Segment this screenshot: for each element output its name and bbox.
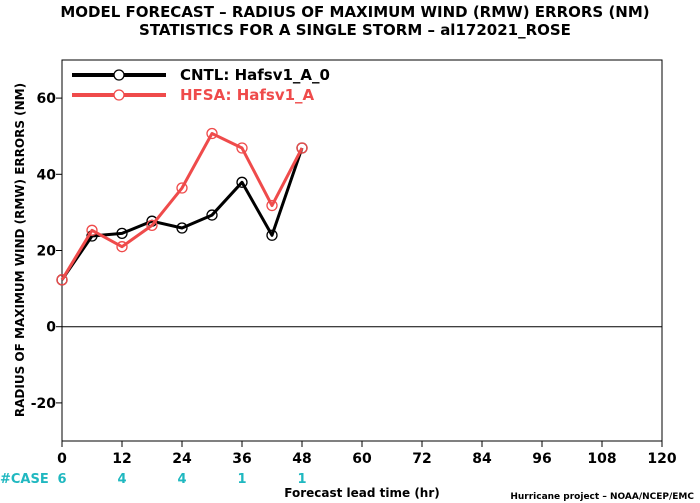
x-tick-label: 108 <box>587 451 616 467</box>
x-axis-label: Forecast lead time (hr) <box>284 486 440 500</box>
y-axis: -20 0 20 40 60 <box>31 91 62 412</box>
legend-label-hfsa: HFSA: Hafsv1_A <box>180 86 315 104</box>
x-tick-label: 72 <box>412 451 431 467</box>
x-tick-label: 12 <box>112 451 131 467</box>
x-tick-label: 120 <box>647 451 676 467</box>
legend-label-cntl: CNTL: Hafsv1_A_0 <box>180 66 330 84</box>
data-point-hfsa <box>146 219 158 232</box>
data-point-hfsa <box>266 199 278 212</box>
legend-marker-hfsa <box>113 89 125 101</box>
data-point-cntl <box>176 222 188 234</box>
legend-marker-cntl <box>113 69 125 81</box>
y-tick-label: 40 <box>37 167 57 183</box>
case-count: 4 <box>177 472 186 487</box>
data-point-cntl <box>236 176 248 188</box>
case-count: 1 <box>237 472 246 487</box>
data-point-cntl <box>206 209 218 221</box>
y-tick-label: -20 <box>31 396 57 412</box>
x-tick-label: 0 <box>57 451 67 467</box>
case-counts: 6 4 4 1 1 <box>57 472 306 487</box>
y-tick-label: 0 <box>46 320 56 336</box>
data-point-hfsa <box>86 224 98 236</box>
y-tick-label: 60 <box>37 91 57 107</box>
case-count: 6 <box>57 472 66 487</box>
credit-text: Hurricane project – NOAA/NCEP/EMC <box>510 492 694 502</box>
series-line-hfsa <box>60 132 304 281</box>
y-tick-label: 20 <box>37 244 57 260</box>
case-label: #CASE <box>0 472 49 487</box>
series-layer <box>56 127 308 286</box>
x-tick-label: 36 <box>232 451 251 467</box>
case-count: 4 <box>117 472 126 487</box>
chart-title: MODEL FORECAST – RADIUS OF MAXIMUM WIND … <box>60 3 649 21</box>
data-point-cntl <box>266 229 278 241</box>
plot-frame <box>61 59 663 442</box>
x-tick-label: 84 <box>472 451 492 467</box>
data-point-hfsa <box>116 241 128 253</box>
data-point-hfsa <box>296 142 308 154</box>
data-point-hfsa <box>56 274 68 286</box>
x-tick-label: 24 <box>172 451 192 467</box>
y-axis-label: RADIUS OF MAXIMUM WIND (RMW) ERRORS (NM) <box>13 83 27 417</box>
case-count: 1 <box>297 472 306 487</box>
x-tick-label: 96 <box>532 451 551 467</box>
legend: CNTL: Hafsv1_A_0 HFSA: Hafsv1_A <box>72 66 330 104</box>
x-tick-label: 60 <box>352 451 372 467</box>
data-point-hfsa <box>176 182 188 194</box>
x-tick-label: 48 <box>292 451 311 467</box>
data-point-hfsa <box>236 142 248 154</box>
data-point-hfsa <box>206 127 218 140</box>
series-line-cntl <box>60 147 304 281</box>
chart-subtitle: STATISTICS FOR A SINGLE STORM – al172021… <box>139 21 571 39</box>
data-point-cntl <box>116 227 128 240</box>
x-axis: 0 12 24 36 48 60 72 84 96 108 120 <box>57 441 677 467</box>
